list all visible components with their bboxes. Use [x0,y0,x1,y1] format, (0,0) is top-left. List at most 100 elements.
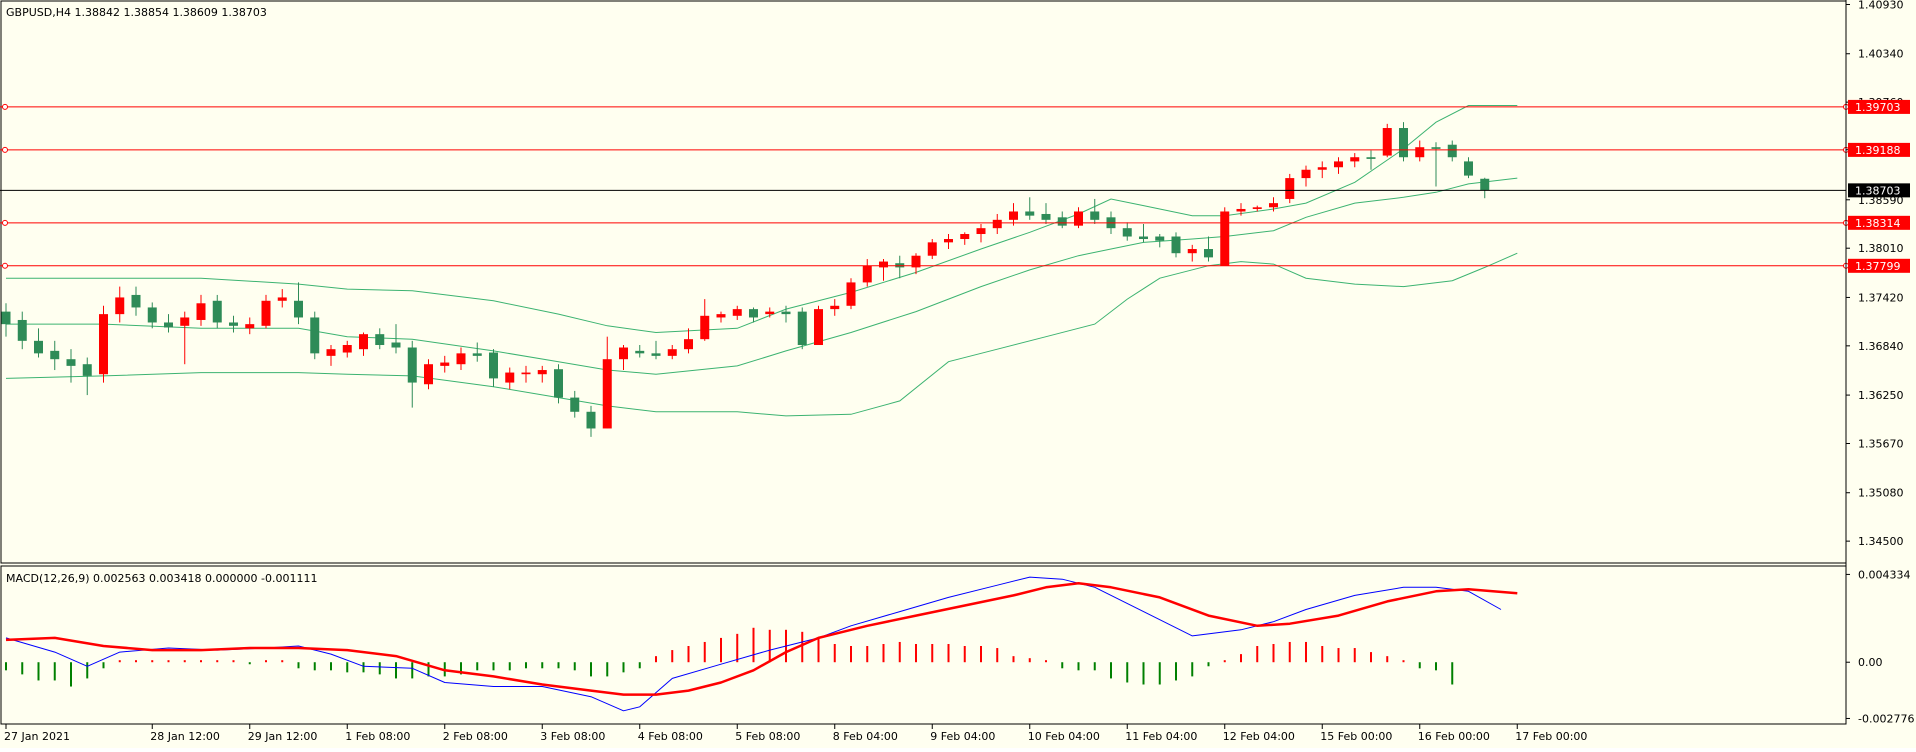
level-anchor [2,219,8,226]
time-tick-label: 27 Jan 2021 [4,730,70,743]
macd-indicator: 0.004334 0.00 -0.002776 [5,568,1914,725]
candle-body [1041,213,1051,220]
price-tick-label: 1.34500 [1858,535,1904,548]
candle-body [862,265,872,283]
candle-body [1074,211,1083,226]
macd-tick-label: -0.002776 [1858,712,1914,725]
candle-body [521,372,531,375]
candle-body [1090,211,1100,220]
candle-body [797,311,807,346]
candle-body [1057,217,1067,226]
candle-body [895,263,905,268]
candle-body [229,322,238,326]
candle-body [294,300,303,318]
candle-body [1464,161,1473,176]
candle-body [1171,236,1181,254]
candle-body [667,349,677,356]
candle-body [391,342,401,348]
candle-body [554,369,563,398]
candle-body [440,362,450,366]
candle-body [992,219,1002,229]
candle-body [619,347,628,360]
candle-body [1025,211,1035,216]
candle-body [66,359,76,366]
candle-body [310,317,320,354]
candle-body [1269,203,1278,208]
candle-body [716,314,726,318]
bollinger-upper-line [6,105,1518,334]
candle-body [700,315,710,340]
price-tick-label: 1.35670 [1858,437,1904,450]
candle-body [505,372,515,383]
candle-body [781,311,791,315]
time-tick-label: 1 Feb 08:00 [345,730,410,743]
level-price-tag [1848,99,1910,114]
macd-info: MACD(12,26,9) 0.002563 0.003418 0.000000… [6,572,317,585]
level-price-label: 1.38314 [1855,217,1901,230]
time-tick-label: 16 Feb 00:00 [1418,730,1490,743]
candle-body [115,297,125,315]
candle-body [1252,207,1262,209]
candle-body [879,261,888,268]
time-tick-label: 3 Feb 08:00 [540,730,605,743]
candle-body [635,350,645,354]
bollinger-lower-line [5,252,1518,417]
candle-body [245,324,255,329]
candle-body [1139,236,1148,240]
candle-body [359,334,368,350]
candle-body [326,349,336,356]
time-tick-label: 12 Feb 04:00 [1223,730,1295,743]
candle-body [1399,128,1408,158]
candle-body [472,353,482,356]
candle-body [375,334,385,346]
time-tick-label: 2 Feb 08:00 [443,730,508,743]
current-price-tag [1848,183,1910,198]
candle-body [1480,178,1490,191]
current-price-label: 1.38703 [1855,184,1901,197]
candle-body [570,397,580,412]
candle-body [1431,147,1441,149]
candle-body [1236,208,1246,212]
candle-body [537,370,547,375]
price-tick-label: 1.36250 [1858,389,1904,402]
candle-body [131,294,141,308]
candle-body [586,411,596,429]
candle-body [651,353,661,356]
candle-body [1285,178,1295,199]
candle-body [1317,167,1327,170]
time-tick-label: 17 Feb 00:00 [1515,730,1587,743]
candle-body [976,228,986,235]
candle-body [489,352,498,379]
candle-body [1009,211,1018,220]
symbol-info: GBPUSD,H4 1.38842 1.38854 1.38609 1.3870… [6,6,267,19]
candle-body [1415,147,1425,158]
level-price-label: 1.39703 [1855,101,1901,114]
candle-body [1155,236,1165,241]
time-tick-label: 28 Jan 12:00 [150,730,220,743]
time-tick-label: 8 Feb 04:00 [833,730,898,743]
candle-body [50,350,60,360]
candle-body [407,347,417,383]
candle-body [602,359,612,429]
level-anchor [2,262,8,269]
candle-body [424,364,433,385]
candle-body [1204,249,1213,258]
level-price-label: 1.39188 [1855,144,1901,157]
level-price-tag [1848,142,1910,157]
candle-body [1,311,11,325]
time-tick-label: 4 Feb 08:00 [638,730,703,743]
candle-body [1366,157,1376,159]
candle-body [911,255,921,268]
candle-body [846,282,856,306]
candle-body [277,297,287,301]
level-anchor [2,103,8,110]
level-price-label: 1.37799 [1855,260,1901,273]
candle-body [1350,157,1360,162]
price-tick-label: 1.38010 [1858,242,1904,255]
price-tick-label: 1.36840 [1858,340,1904,353]
candle-body [765,311,775,315]
candle-body [212,300,222,323]
